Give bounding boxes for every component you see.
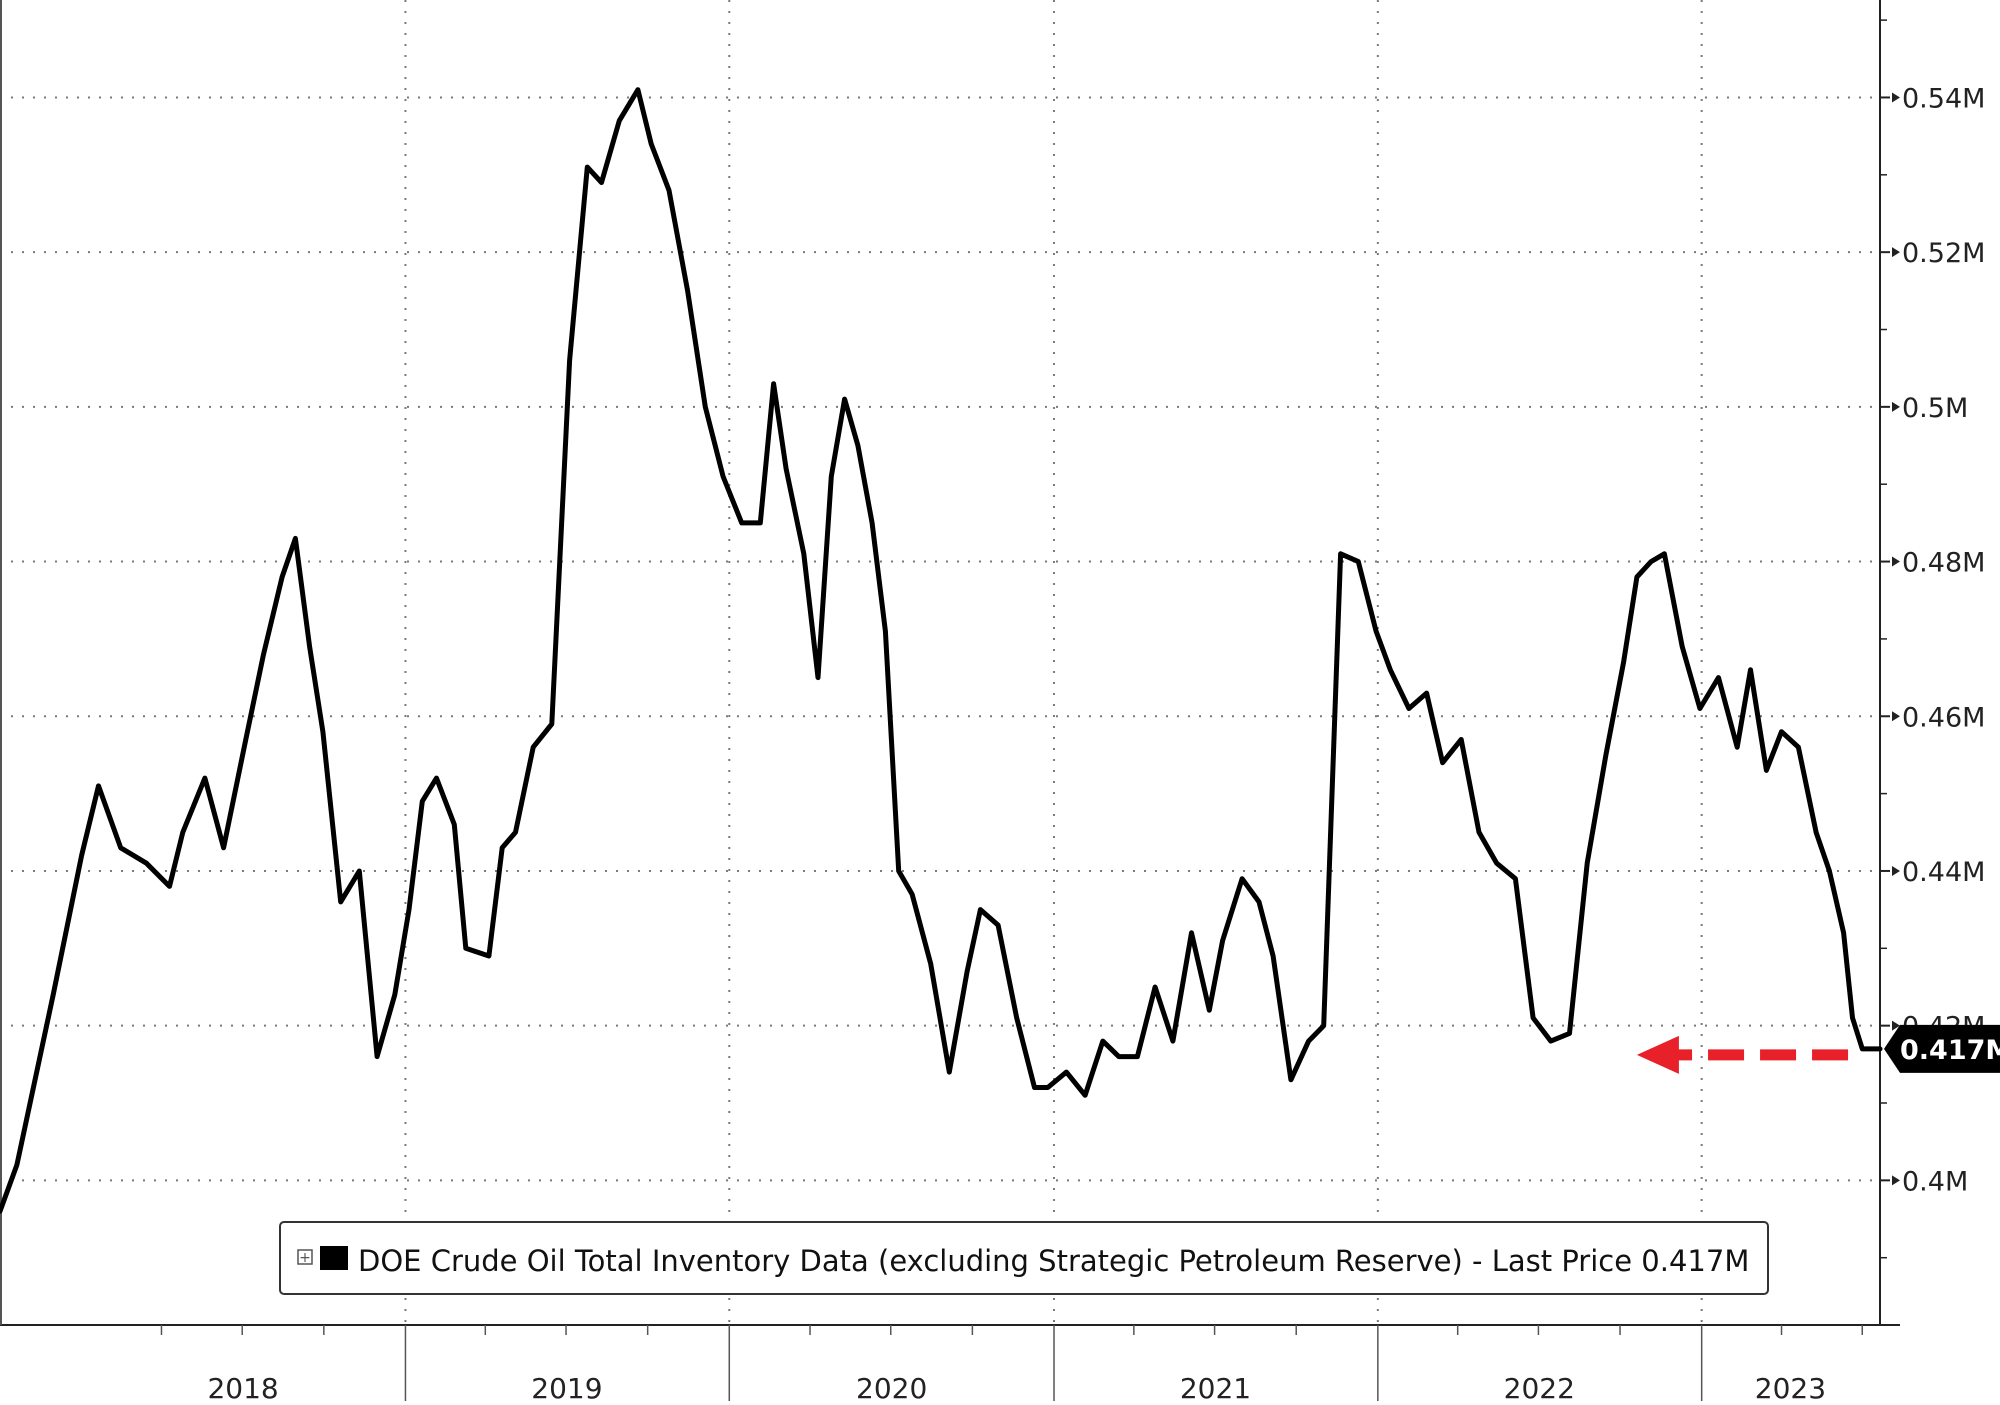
series-layer	[0, 87, 1883, 1214]
last-value-tag	[1884, 1024, 2000, 1073]
legend: + DOE Crude Oil Total Inventory Data (ex…	[279, 1221, 1769, 1295]
y-tick-arrow	[1892, 556, 1900, 567]
annotation-layer	[1636, 1035, 1849, 1074]
last-value-label: 0.417M	[1900, 1035, 2000, 1066]
y-tick-arrow	[1892, 247, 1900, 258]
x-tick-label: 2020	[856, 1372, 927, 1401]
y-tick-label: 0.48M	[1902, 548, 1985, 579]
y-tick-arrow	[1892, 865, 1900, 876]
y-tick-arrow	[1892, 1020, 1900, 1031]
x-tick-label: 2023	[1755, 1372, 1826, 1401]
legend-expand-icon[interactable]	[297, 1249, 313, 1265]
x-tick-label: 2018	[207, 1372, 278, 1401]
x-tick-label: 2022	[1504, 1372, 1575, 1401]
grid-layer	[0, 0, 1880, 1325]
y-tick-arrow	[1892, 92, 1900, 103]
y-tick-label: 0.46M	[1902, 702, 1985, 733]
x-tick-label: 2019	[531, 1372, 602, 1401]
y-tick-arrow	[1892, 401, 1900, 412]
y-tick-arrow	[1892, 1175, 1900, 1186]
legend-label: DOE Crude Oil Total Inventory Data (excl…	[358, 1244, 1749, 1278]
y-tick-label: 0.5M	[1902, 393, 1968, 424]
y-tick-label: 0.4M	[1902, 1166, 1968, 1197]
series-line	[0, 87, 1883, 1214]
annotation-arrowhead	[1636, 1035, 1679, 1074]
y-tick-label: 0.52M	[1902, 238, 1985, 269]
y-tick-label: 0.44M	[1902, 857, 1985, 888]
legend-swatch	[320, 1246, 348, 1270]
y-tick-arrow	[1892, 711, 1900, 722]
y-tick-label: 0.54M	[1902, 83, 1985, 114]
legend-box	[279, 1221, 1769, 1295]
legend-expand-icon-glyph: +	[299, 1250, 311, 1266]
x-tick-label: 2021	[1180, 1372, 1251, 1401]
